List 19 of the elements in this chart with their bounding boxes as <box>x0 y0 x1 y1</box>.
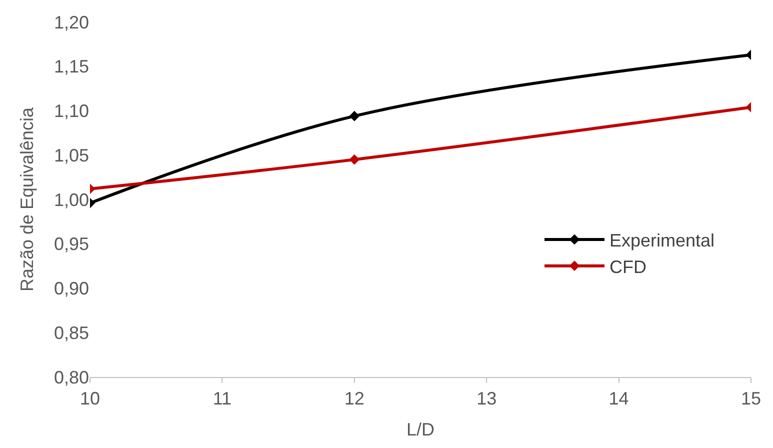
y-tick-label: 1,15 <box>54 56 89 77</box>
y-tick-label: 0,90 <box>54 278 89 299</box>
y-tick-label: 0,85 <box>54 322 89 343</box>
y-axis-title: Razão de Equivalência <box>17 106 38 292</box>
legend-label: Experimental <box>609 230 715 250</box>
y-tick-label: 1,10 <box>54 101 89 122</box>
x-axis-title: L/D <box>406 420 435 440</box>
y-tick-label: 0,95 <box>54 234 89 254</box>
x-tick-label: 12 <box>344 388 364 409</box>
x-tick-label: 10 <box>80 388 100 409</box>
y-tick-label: 0,80 <box>54 367 89 388</box>
x-tick-label: 14 <box>608 388 629 409</box>
y-tick-label: 1,00 <box>54 190 89 210</box>
x-tick-label: 11 <box>212 388 232 409</box>
y-tick-label: 1,05 <box>54 145 89 166</box>
y-tick-label: 1,20 <box>54 12 89 32</box>
x-tick-label: 15 <box>740 388 762 409</box>
x-tick-label: 13 <box>476 388 497 409</box>
legend-label: CFD <box>609 256 646 277</box>
